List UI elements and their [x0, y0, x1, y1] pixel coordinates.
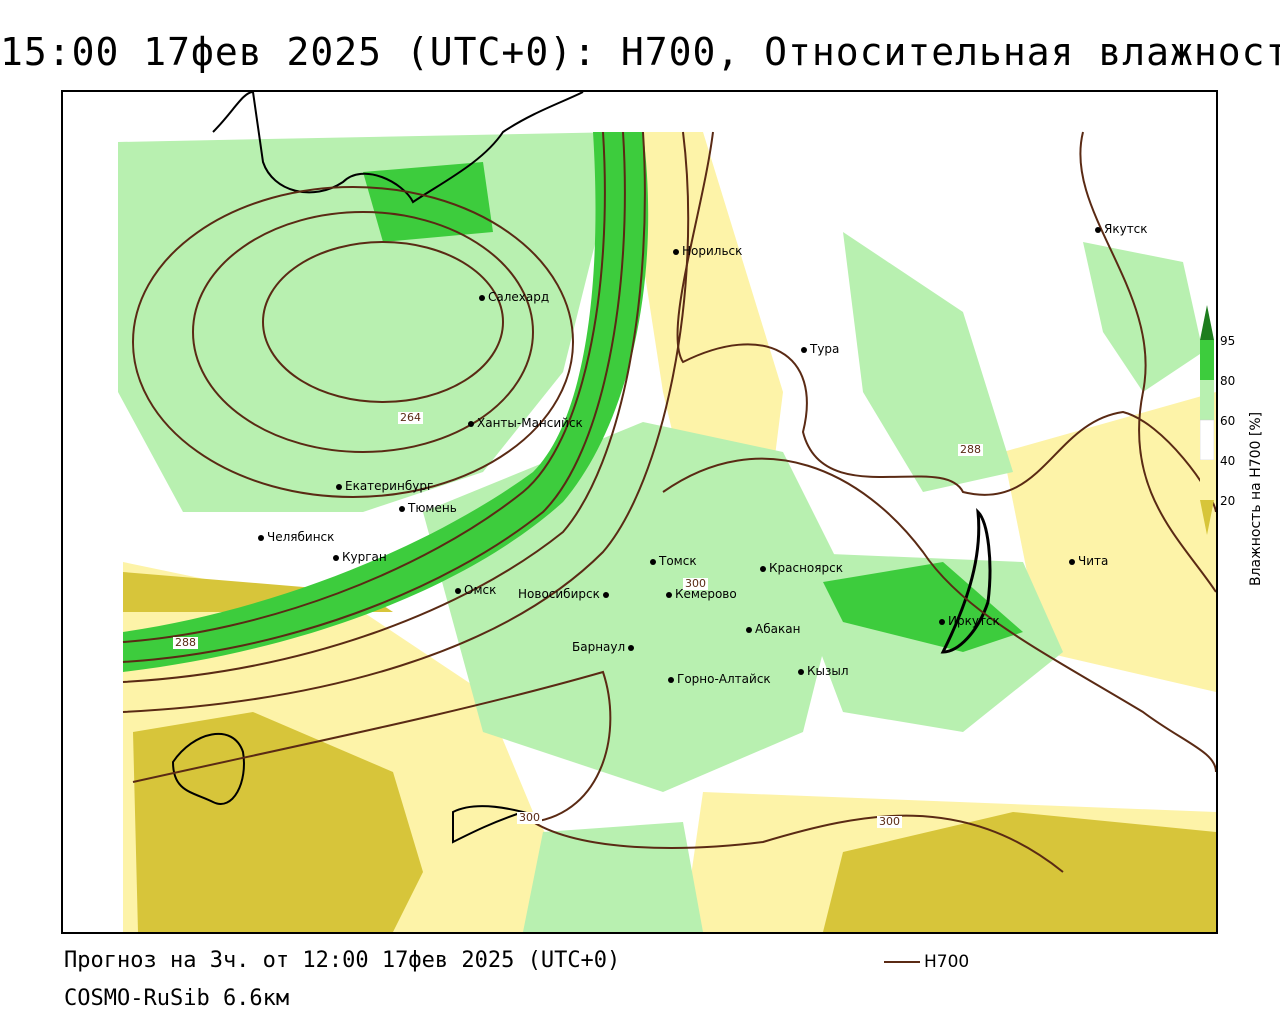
- contour-264-inner: [262, 241, 504, 403]
- city-kemerovo: Кемерово: [666, 587, 737, 601]
- city-marker-icon: [333, 554, 339, 561]
- contour-far-east: [1079, 131, 1216, 593]
- legend-swatch-80: [1200, 340, 1214, 380]
- humidity-color-bar: [1200, 305, 1214, 535]
- city-yakutsk: Якутск: [1095, 222, 1148, 236]
- city-marker-icon: [628, 644, 635, 651]
- legend-tick-95: 95: [1220, 334, 1236, 348]
- legend-swatch-40: [1200, 419, 1214, 461]
- contour-288-west: [122, 131, 690, 713]
- contour-264-mid: [192, 211, 534, 453]
- coastline-north: [212, 92, 584, 204]
- city-marker-icon: [258, 534, 264, 541]
- city-kurgan: Курган: [333, 550, 387, 564]
- map-canvas: [63, 92, 1216, 932]
- city-norilsk: Норильск: [673, 244, 742, 258]
- contour-288-east: [676, 131, 1216, 513]
- legend-tick-40: 40: [1220, 454, 1236, 468]
- legend-swatch-0: [1200, 500, 1214, 535]
- city-novosibirsk: Новосибирск: [518, 587, 612, 601]
- city-marker-icon: [939, 618, 945, 625]
- line-legend: H700: [884, 952, 969, 972]
- moist-region-far-east: [1083, 242, 1203, 392]
- city-gorno-altaysk: Горно-Алтайск: [668, 672, 771, 686]
- city-marker-icon: [1069, 558, 1075, 565]
- contour-band-3: [122, 131, 646, 683]
- legend-tick-60: 60: [1220, 414, 1236, 428]
- legend-swatch-95: [1200, 305, 1214, 340]
- very-dry-region-southeast: [823, 812, 1216, 932]
- city-marker-icon: [801, 346, 807, 353]
- city-abakan: Абакан: [746, 622, 800, 636]
- city-khanty-mansiysk: Ханты-Мансийск: [468, 416, 583, 430]
- city-krasnoyarsk: Красноярск: [760, 561, 843, 575]
- contour-label: 300: [517, 811, 542, 824]
- contour-label: 300: [683, 577, 708, 590]
- legend-tick-80: 80: [1220, 374, 1236, 388]
- contour-label: 288: [958, 443, 983, 456]
- city-marker-icon: [760, 565, 766, 572]
- dry-region-east: [1003, 392, 1216, 692]
- model-name: COSMO-RuSib 6.6км: [64, 986, 290, 1011]
- city-tyumen: Тюмень: [399, 501, 457, 515]
- weather-map[interactable]: Якутск Норильск Салехард Тура Ханты-Манс…: [61, 90, 1218, 934]
- contour-label: 300: [877, 815, 902, 828]
- city-ekaterinburg: Екатеринбург: [336, 479, 433, 493]
- city-marker-icon: [336, 483, 342, 490]
- legend-tick-20: 20: [1220, 494, 1236, 508]
- contour-label: 288: [173, 636, 198, 649]
- forecast-info: Прогноз на 3ч. от 12:00 17фев 2025 (UTC+…: [64, 948, 621, 973]
- city-tomsk: Томск: [650, 554, 697, 568]
- city-marker-icon: [602, 591, 609, 598]
- contour-line-swatch: [884, 961, 920, 963]
- contour-band-2: [122, 131, 626, 663]
- caspian-shore: [171, 733, 245, 805]
- legend-title: Влажность на H700 [%]: [1248, 411, 1264, 586]
- contour-label: 264: [398, 411, 423, 424]
- moist-region-northeast: [843, 232, 1013, 492]
- city-marker-icon: [798, 668, 804, 675]
- city-chita: Чита: [1069, 554, 1108, 568]
- city-marker-icon: [673, 248, 679, 255]
- city-marker-icon: [455, 587, 461, 594]
- city-marker-icon: [479, 294, 485, 301]
- legend-swatch-20: [1200, 460, 1214, 500]
- h700-contours: [122, 131, 1216, 873]
- city-kyzyl: Кызыл: [798, 664, 849, 678]
- city-marker-icon: [746, 626, 752, 633]
- contour-264-outer: [132, 186, 574, 498]
- legend-swatch-60: [1200, 380, 1214, 420]
- city-omsk: Омск: [455, 583, 496, 597]
- city-marker-icon: [650, 558, 656, 565]
- city-barnaul: Барнаул: [572, 640, 637, 654]
- contour-300-east: [662, 457, 1216, 773]
- city-chelyabinsk: Челябинск: [258, 530, 334, 544]
- city-marker-icon: [1095, 226, 1101, 233]
- city-marker-icon: [468, 420, 474, 427]
- city-marker-icon: [666, 591, 672, 598]
- city-marker-icon: [668, 676, 674, 683]
- city-marker-icon: [399, 505, 405, 512]
- city-irkutsk: Иркутск: [939, 614, 1000, 628]
- moist-region-south: [523, 822, 703, 932]
- contour-band-1: [122, 131, 606, 643]
- map-title: 15:00 17фев 2025 (UTC+0): H700, Относите…: [0, 30, 1280, 74]
- humid-region-north: [363, 162, 493, 242]
- city-tura: Тура: [801, 342, 839, 356]
- city-salekhard: Салехард: [479, 290, 549, 304]
- line-legend-label: H700: [924, 952, 970, 972]
- humid-band: [123, 132, 649, 672]
